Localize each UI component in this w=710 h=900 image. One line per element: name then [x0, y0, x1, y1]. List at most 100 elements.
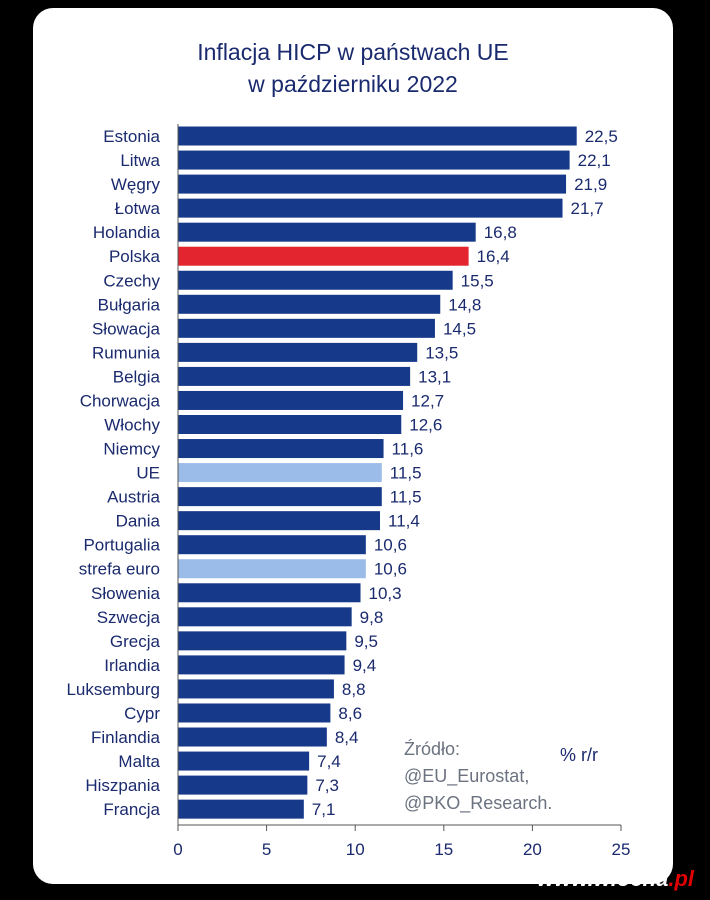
category-label: Irlandia [104, 656, 160, 675]
bar [178, 270, 453, 290]
x-tick-label: 10 [346, 840, 365, 859]
x-tick-label: 20 [523, 840, 542, 859]
bar [178, 559, 366, 579]
value-label: 7,1 [312, 800, 336, 819]
value-label: 22,1 [578, 151, 611, 170]
category-label: Belgia [113, 367, 161, 386]
bar [178, 703, 331, 723]
bar [178, 607, 352, 627]
category-label: Węgry [111, 175, 161, 194]
bar [178, 487, 382, 507]
watermark-name: www.wiocha [537, 866, 669, 891]
category-label: Chorwacja [80, 391, 161, 410]
bar [178, 174, 567, 194]
bar [178, 439, 384, 459]
value-label: 7,4 [317, 752, 341, 771]
bar [178, 222, 476, 242]
bar [178, 390, 404, 410]
source-note-line: @EU_Eurostat, [404, 766, 529, 787]
category-label: Czechy [103, 271, 160, 290]
value-label: 9,4 [353, 656, 377, 675]
x-tick-label: 5 [262, 840, 271, 859]
category-label: Szwecja [97, 608, 161, 627]
watermark: www.wiocha.pl [537, 866, 694, 892]
bar [178, 751, 310, 771]
category-label: Litwa [120, 151, 160, 170]
value-label: 11,4 [388, 512, 420, 531]
value-label: 10,6 [374, 536, 407, 555]
value-label: 8,6 [338, 704, 362, 723]
category-label: Luksemburg [66, 680, 160, 699]
x-tick-label: 15 [434, 840, 453, 859]
category-label: Łotwa [115, 199, 161, 218]
category-label: Dania [116, 512, 161, 531]
x-tick-label: 25 [612, 840, 631, 859]
category-label: Hiszpania [85, 776, 160, 795]
bar [178, 318, 435, 338]
value-label: 9,5 [354, 632, 378, 651]
category-label: Portugalia [83, 536, 160, 555]
category-label: Austria [107, 488, 160, 507]
category-label: Francja [103, 800, 160, 819]
value-label: 12,6 [409, 416, 442, 435]
x-tick-label: 0 [173, 840, 182, 859]
category-label: Holandia [93, 223, 161, 242]
category-label: Słowenia [91, 584, 161, 603]
value-label: 9,8 [360, 608, 384, 627]
value-label: 21,9 [574, 175, 607, 194]
bar [178, 294, 441, 314]
bar [178, 463, 382, 483]
category-label: Rumunia [92, 343, 161, 362]
category-label: Grecja [110, 632, 161, 651]
bar [178, 415, 402, 434]
category-label: Włochy [104, 416, 160, 435]
category-label: Polska [109, 247, 161, 266]
category-label: Cypr [124, 704, 160, 723]
category-label: UE [136, 464, 160, 483]
value-label: 11,5 [390, 488, 422, 507]
value-label: 11,6 [392, 440, 424, 459]
value-label: 7,3 [315, 776, 339, 795]
value-label: 14,8 [448, 295, 481, 314]
chart-title: Inflacja HICP w państwach UE w październ… [33, 36, 673, 100]
bar [178, 246, 469, 266]
bar [178, 679, 334, 699]
bar [178, 198, 563, 218]
chart-title-line2: w październiku 2022 [248, 71, 458, 97]
category-label: Finlandia [91, 728, 161, 747]
value-label: 8,8 [342, 680, 366, 699]
value-label: 10,3 [369, 584, 402, 603]
value-label: 22,5 [585, 127, 618, 146]
category-label: Estonia [103, 127, 160, 146]
bar [178, 631, 347, 651]
unit-label: % r/r [560, 745, 598, 765]
bar [178, 535, 366, 555]
bar [178, 655, 345, 675]
bar [178, 150, 570, 170]
bar [178, 799, 304, 819]
value-label: 11,5 [390, 464, 422, 483]
source-note-line: @PKO_Research. [404, 793, 552, 814]
bar [178, 775, 308, 795]
value-label: 21,7 [571, 199, 604, 218]
chart-title-line1: Inflacja HICP w państwach UE [197, 39, 509, 65]
bar [178, 583, 361, 603]
bar [178, 126, 577, 146]
value-label: 13,5 [425, 343, 458, 362]
category-label: strefa euro [79, 560, 160, 579]
watermark-domain: .pl [668, 866, 694, 891]
category-label: Malta [118, 752, 160, 771]
value-label: 14,5 [443, 319, 476, 338]
bar [178, 511, 381, 531]
value-label: 16,8 [484, 223, 517, 242]
source-note-line: Źródło: [404, 739, 460, 759]
category-label: Niemcy [103, 440, 160, 459]
bar [178, 727, 327, 747]
value-label: 15,5 [461, 271, 494, 290]
category-label: Bułgaria [98, 295, 161, 314]
bar [178, 342, 418, 362]
bar [178, 366, 411, 386]
value-label: 10,6 [374, 560, 407, 579]
value-label: 12,7 [411, 391, 444, 410]
